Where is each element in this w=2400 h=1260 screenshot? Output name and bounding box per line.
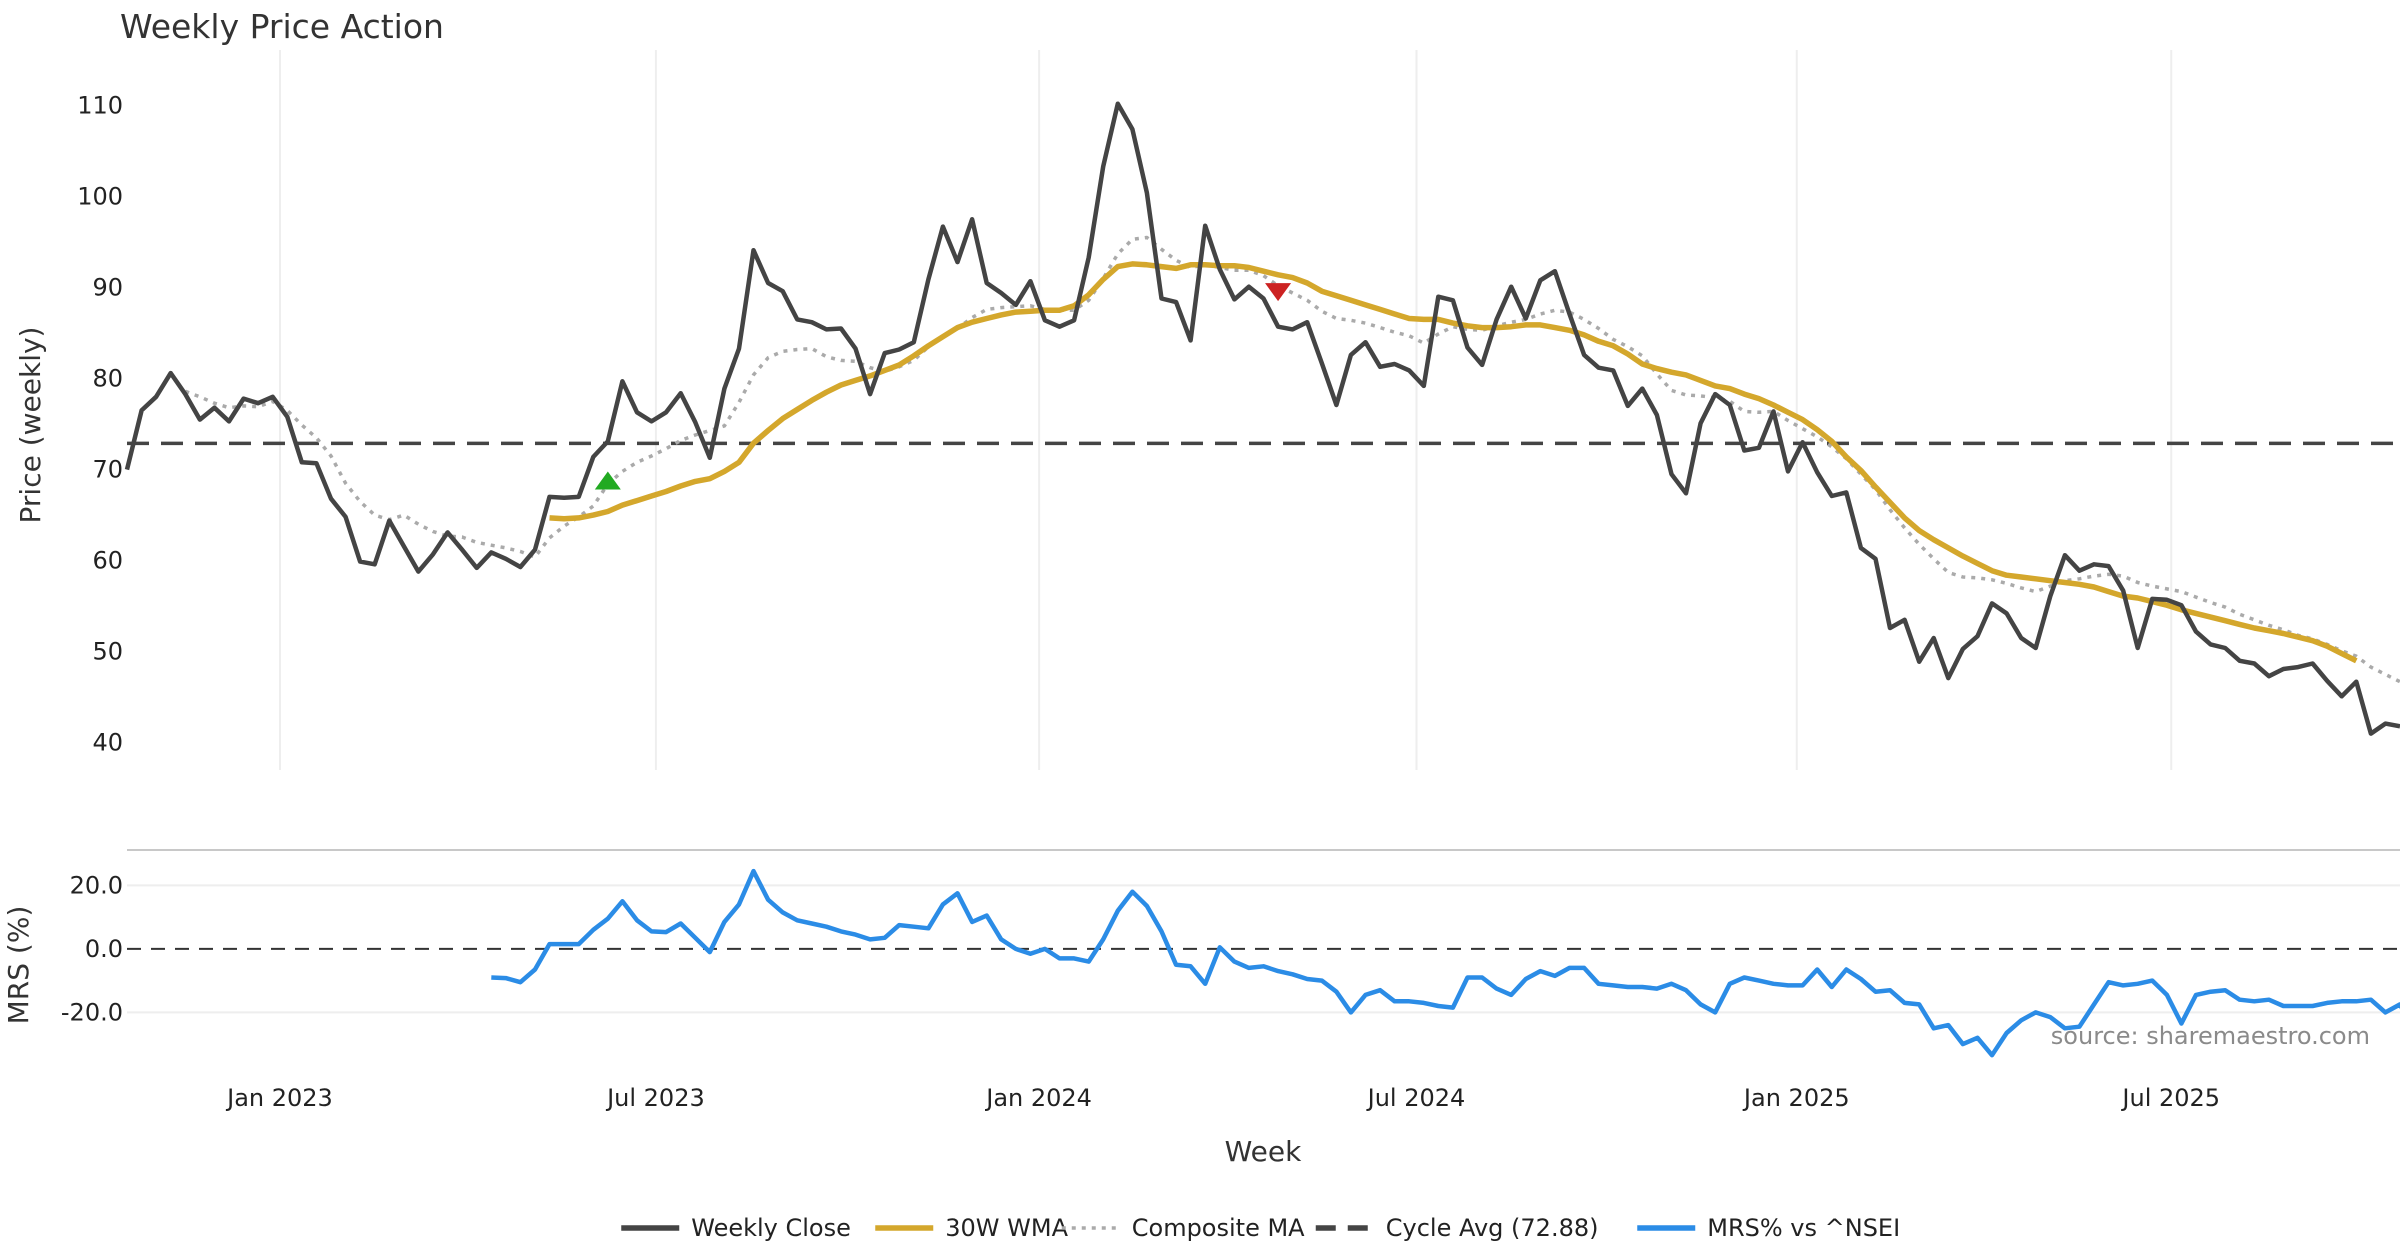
chart-title: Weekly Price Action [120, 7, 444, 46]
composite-ma-line [184, 235, 2400, 684]
price-y-tick-label: 110 [77, 92, 123, 120]
sell-signal-marker [1265, 283, 1292, 302]
mrs-y-tick-label: -20.0 [61, 998, 123, 1026]
legend: Weekly Close 30W WMA Composite MA Cycle Avg… [621, 1214, 1900, 1242]
x-tick-label: Jan 2024 [984, 1084, 1092, 1112]
price-y-tick-label: 70 [92, 456, 123, 484]
legend-label: 30W WMA [945, 1214, 1068, 1242]
x-tick-label: Jul 2025 [2120, 1084, 2220, 1112]
price-y-tick-label: 100 [77, 183, 123, 211]
wma-30w-line [549, 261, 2358, 664]
legend-label: Weekly Close [691, 1214, 851, 1242]
mrs-line [491, 868, 2400, 1058]
x-axis-label: Week [1225, 1135, 1302, 1168]
mrs-panel-gridlines [127, 884, 2400, 1014]
x-tick-label: Jul 2023 [605, 1084, 705, 1112]
price-y-ticks: 40 50 60 70 80 90 100 110 [77, 92, 123, 757]
x-tick-label: Jul 2024 [1366, 1084, 1466, 1112]
price-y-tick-label: 60 [92, 547, 123, 575]
weekly-close-line [124, 101, 2400, 736]
price-y-tick-label: 90 [92, 274, 123, 302]
legend-label: Composite MA [1132, 1214, 1305, 1242]
mrs-y-tick-label: 0.0 [85, 935, 123, 963]
legend-label: MRS% vs ^NSEI [1707, 1214, 1900, 1242]
legend-label: Cycle Avg (72.88) [1386, 1214, 1599, 1242]
mrs-y-axis-label: MRS (%) [2, 906, 35, 1025]
x-tick-label: Jan 2025 [1742, 1084, 1850, 1112]
buy-signal-marker [594, 471, 621, 490]
price-y-tick-label: 80 [92, 365, 123, 393]
price-y-tick-label: 40 [92, 729, 123, 757]
mrs-y-tick-label: 20.0 [70, 871, 123, 899]
mrs-y-ticks: 20.0 0.0 -20.0 [61, 871, 123, 1026]
price-y-axis-label: Price (weekly) [14, 327, 47, 524]
source-note: source: sharemaestro.com [2051, 1022, 2370, 1050]
x-axis-ticks: Jan 2023 Jul 2023 Jan 2024 Jul 2024 Jan 2025… [225, 1084, 2220, 1112]
price-panel-gridlines [278, 50, 2173, 770]
x-tick-label: Jan 2023 [225, 1084, 333, 1112]
signal-markers [594, 283, 1292, 490]
price-y-tick-label: 50 [92, 638, 123, 666]
